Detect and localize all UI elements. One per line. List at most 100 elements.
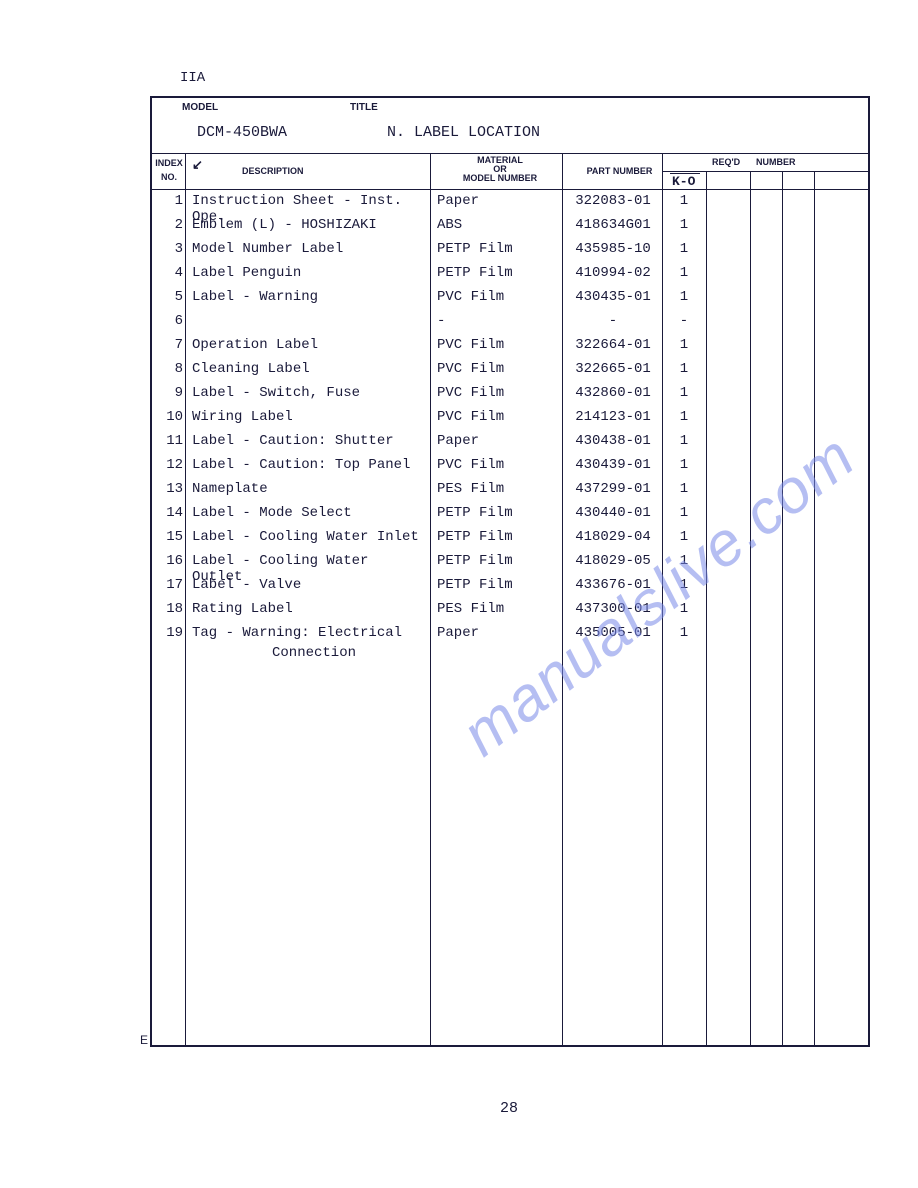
table-row: 18Rating LabelPES Film437300-011 <box>152 601 868 624</box>
cell-part-number: 418029-04 <box>567 529 659 545</box>
cell-part-number: 322665-01 <box>567 361 659 377</box>
table-row: 11Label - Caution: ShutterPaper430438-01… <box>152 433 868 456</box>
cell-part-number: 430435-01 <box>567 289 659 305</box>
cell-material: Paper <box>437 193 557 209</box>
cell-part-number: 214123-01 <box>567 409 659 425</box>
cell-part-number: 437300-01 <box>567 601 659 617</box>
col-number: NUMBER <box>756 157 796 167</box>
cell-material: PVC Film <box>437 457 557 473</box>
header-vline <box>706 171 707 189</box>
title-value: N. LABEL LOCATION <box>387 124 540 141</box>
col-material: MATERIAL OR MODEL NUMBER <box>440 156 560 183</box>
col-reqd: REQ'D <box>712 157 740 167</box>
cell-index: 12 <box>152 457 183 473</box>
cell-index: 6 <box>152 313 183 329</box>
col-description: DESCRIPTION <box>242 166 304 176</box>
table-row: 2Emblem (L) - HOSHIZAKIABS418634G011 <box>152 217 868 240</box>
cell-qty: 1 <box>664 601 704 617</box>
header-vline <box>782 171 783 189</box>
cell-qty: 1 <box>664 241 704 257</box>
table-row: 5 Label - Warning PVC Film 430435-01 1 <box>152 289 868 312</box>
e-mark: E <box>140 1033 148 1047</box>
cell-qty: 1 <box>664 361 704 377</box>
cell-qty: 1 <box>664 433 704 449</box>
cell-index: 17 <box>152 577 183 593</box>
cell-description: Tag - Warning: Electrical <box>192 625 427 641</box>
cell-qty: - <box>664 313 704 329</box>
cell-description: Cleaning Label <box>192 361 427 377</box>
table-row: 12 Label - Caution: Top Panel PVC Film 4304… <box>152 457 868 480</box>
cell-index: 10 <box>152 409 183 425</box>
table-row: 8 Cleaning Label PVC Film 322665-01 1 <box>152 361 868 384</box>
table-row: 19Tag - Warning: ElectricalConnectionPap… <box>152 625 868 648</box>
cell-index: 16 <box>152 553 183 569</box>
cell-part-number: 430438-01 <box>567 433 659 449</box>
cell-qty: 1 <box>664 577 704 593</box>
title-label: TITLE <box>350 102 378 113</box>
cell-index: 8 <box>152 361 183 377</box>
table-row: 7Operation LabelPVC Film322664-011 <box>152 337 868 360</box>
col-index-2: NO. <box>155 172 183 182</box>
cell-description: Label - Caution: Top Panel <box>192 457 427 473</box>
cell-part-number: 433676-01 <box>567 577 659 593</box>
cell-description: Label - Mode Select <box>192 505 427 521</box>
cell-material: - <box>437 313 557 329</box>
cell-material: ABS <box>437 217 557 233</box>
cell-material: PVC Film <box>437 289 557 305</box>
cell-qty: 1 <box>664 385 704 401</box>
page-container: IIA E MODEL TITLE DCM-450BWA N. LABEL LO… <box>150 70 870 1047</box>
header-vline <box>814 171 815 189</box>
header-vline <box>430 154 431 189</box>
cell-part-number: 322083-01 <box>567 193 659 209</box>
cell-index: 13 <box>152 481 183 497</box>
cell-qty: 1 <box>664 409 704 425</box>
model-value: DCM-450BWA <box>197 124 287 141</box>
cell-material: PVC Film <box>437 361 557 377</box>
cell-material: Paper <box>437 625 557 641</box>
cell-description: Rating Label <box>192 601 427 617</box>
top-marker: IIA <box>180 70 870 86</box>
col-part-number: PART NUMBER <box>572 166 667 176</box>
cell-material: Paper <box>437 433 557 449</box>
cell-description: Nameplate <box>192 481 427 497</box>
cell-part-number: 410994-02 <box>567 265 659 281</box>
cell-part-number: 430439-01 <box>567 457 659 473</box>
cell-material: PETP Film <box>437 529 557 545</box>
cell-index: 15 <box>152 529 183 545</box>
header-vline <box>750 171 751 189</box>
cell-index: 7 <box>152 337 183 353</box>
table-row: 17Label - ValvePETP Film433676-011 <box>152 577 868 600</box>
cell-qty: 1 <box>664 457 704 473</box>
cell-description: Operation Label <box>192 337 427 353</box>
cell-part-number: 432860-01 <box>567 385 659 401</box>
cell-qty: 1 <box>664 625 704 641</box>
cell-part-number: 435005-01 <box>567 625 659 641</box>
outer-frame: E MODEL TITLE DCM-450BWA N. LABEL LOCATI… <box>150 96 870 1047</box>
cell-qty: 1 <box>664 337 704 353</box>
cell-description: Label - Caution: Shutter <box>192 433 427 449</box>
cell-material: PES Film <box>437 481 557 497</box>
cell-description: Wiring Label <box>192 409 427 425</box>
cell-description: Emblem (L) - HOSHIZAKI <box>192 217 427 233</box>
cell-qty: 1 <box>664 217 704 233</box>
table-row: 9Label - Switch, FusePVC Film432860-011 <box>152 385 868 408</box>
cell-qty: 1 <box>664 529 704 545</box>
table-row: 16Label - Cooling Water OutletPETP Film4… <box>152 553 868 576</box>
cell-description: Label - Valve <box>192 577 427 593</box>
cell-qty: 1 <box>664 553 704 569</box>
cell-part-number: 430440-01 <box>567 505 659 521</box>
cell-material: PETP Film <box>437 265 557 281</box>
cell-description: Label - Switch, Fuse <box>192 385 427 401</box>
page-number: 28 <box>500 1100 518 1117</box>
cell-part-number: 418634G01 <box>567 217 659 233</box>
table-row: 14Label - Mode SelectPETP Film430440-011 <box>152 505 868 528</box>
cell-description: Label - Warning <box>192 289 427 305</box>
cell-qty: 1 <box>664 289 704 305</box>
cell-index: 9 <box>152 385 183 401</box>
col-ko: K-O <box>672 174 695 189</box>
cell-material: PVC Film <box>437 409 557 425</box>
cell-index: 5 <box>152 289 183 305</box>
cell-part-number: 437299-01 <box>567 481 659 497</box>
table-row: 6--- <box>152 313 868 336</box>
cell-part-number: 435985-10 <box>567 241 659 257</box>
